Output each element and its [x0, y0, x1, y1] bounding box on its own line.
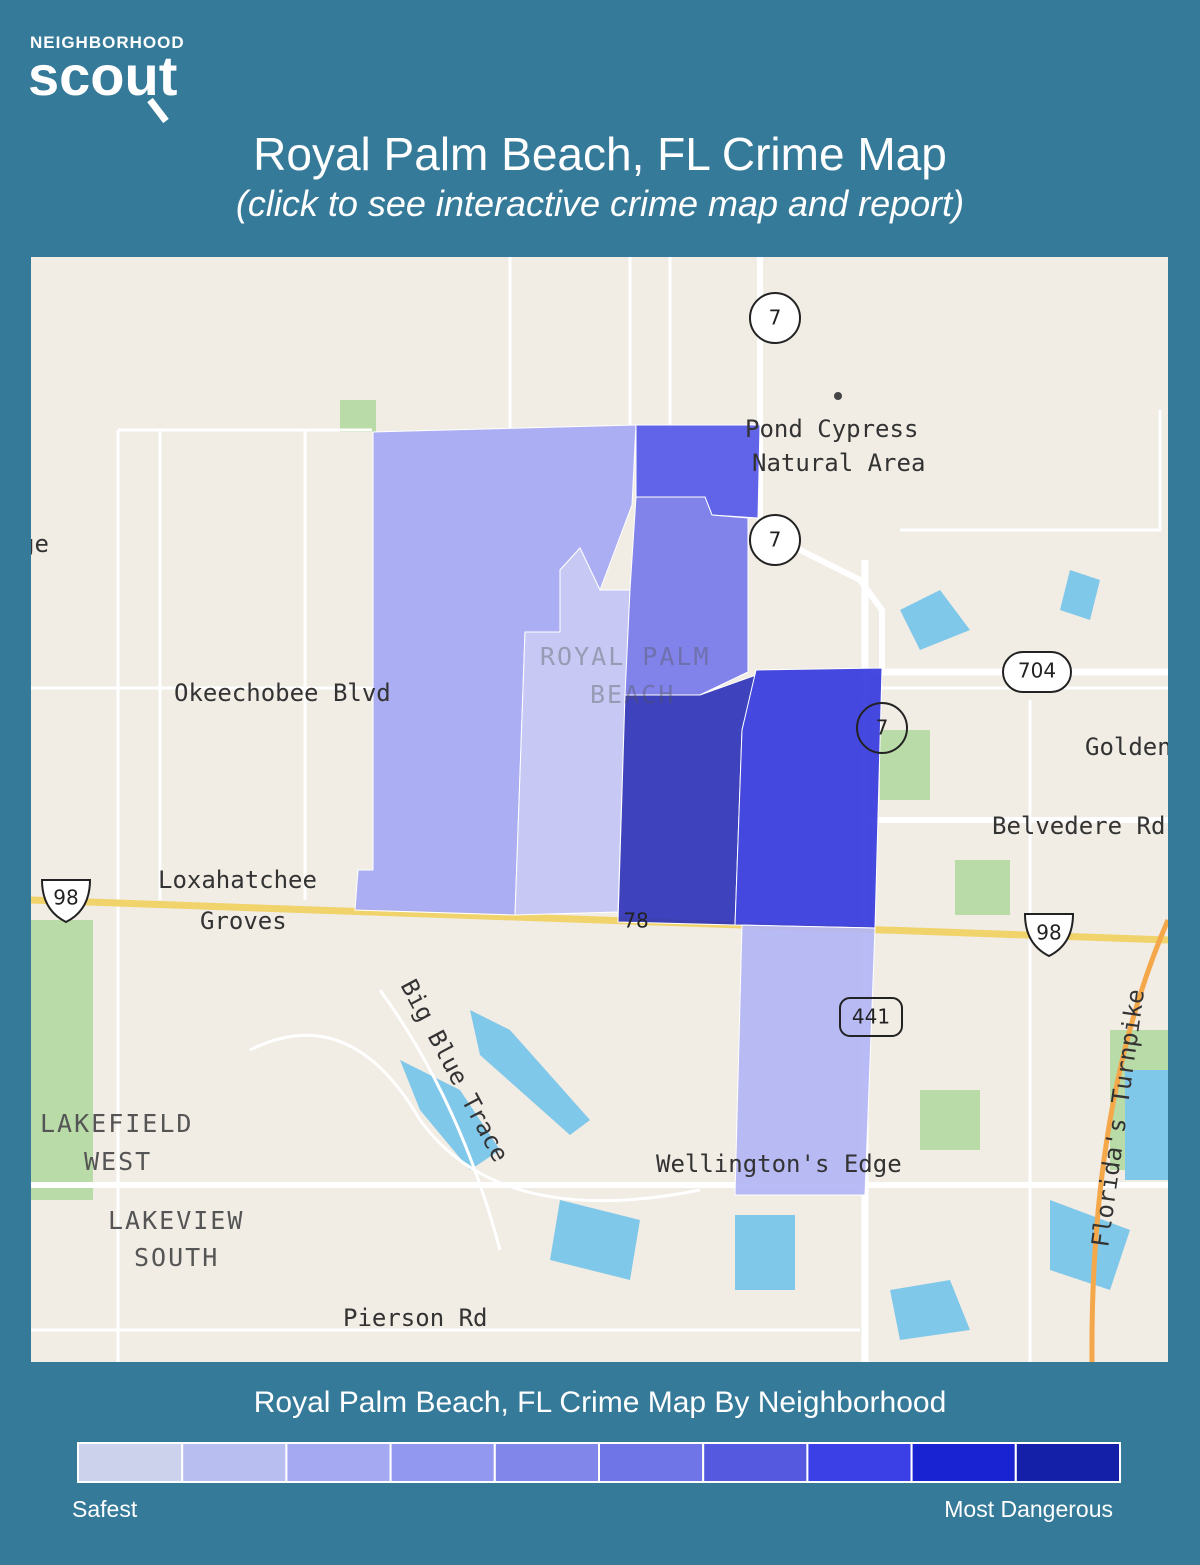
legend-swatch — [910, 1442, 1017, 1483]
place-label: ROYAL PALM — [540, 642, 711, 671]
route-shield: 98 — [1036, 921, 1061, 945]
legend-swatch — [181, 1442, 288, 1483]
legend-swatch — [389, 1442, 496, 1483]
route-shield: 78 — [623, 909, 648, 933]
route-shield: 441 — [852, 1005, 890, 1029]
legend-title: Royal Palm Beach, FL Crime Map By Neighb… — [254, 1386, 947, 1419]
legend-swatch — [598, 1442, 705, 1483]
neighborhood-area — [734, 924, 876, 1196]
route-shield: 7 — [876, 716, 889, 740]
legend-high-label: Most Dangerous — [944, 1496, 1113, 1522]
logo-magnifier — [147, 97, 169, 124]
route-shield: 7 — [769, 306, 782, 330]
neighborhoods — [354, 424, 883, 1196]
place-label: WEST — [84, 1147, 152, 1176]
route-shield: 7 — [769, 528, 782, 552]
route-shield: 704 — [1018, 659, 1056, 683]
brand-top: NEIGHBORHOOD — [30, 33, 185, 52]
parks — [31, 400, 1168, 1200]
place-label: LAKEFIELD — [40, 1109, 193, 1138]
place-label: Pierson Rd — [343, 1304, 488, 1332]
legend-swatch — [1014, 1442, 1121, 1483]
place-label: Golden — [1085, 733, 1172, 761]
place-label: Wellington's Edge — [656, 1150, 902, 1178]
place-label: BEACH — [590, 680, 675, 709]
legend-swatch — [806, 1442, 913, 1483]
poi-dot — [834, 392, 842, 400]
title: Royal Palm Beach, FL Crime Map — [253, 128, 947, 180]
place-label: Pond Cypress — [745, 415, 918, 443]
map[interactable]: 7 7 7 704 98 98 78 441 Pond Cypress Natu… — [20, 257, 1172, 1362]
legend-scale — [77, 1442, 1121, 1483]
neighborhood-area — [617, 674, 757, 926]
legend-swatch — [77, 1442, 184, 1483]
subtitle: (click to see interactive crime map and … — [236, 183, 964, 224]
route-shields: 7 7 7 704 98 98 78 441 — [40, 292, 1075, 1037]
legend-low-label: Safest — [72, 1496, 138, 1522]
place-label: ge — [20, 530, 49, 558]
neighborhood-area — [734, 667, 883, 929]
place-label: LAKEVIEW — [108, 1206, 244, 1235]
place-label: Natural Area — [752, 449, 925, 477]
legend-swatch — [702, 1442, 809, 1483]
legend-swatch — [493, 1442, 600, 1483]
neighborhood-area — [514, 547, 631, 916]
place-label: Loxahatchee — [158, 866, 317, 894]
neighborhood-area — [624, 496, 749, 696]
water — [400, 570, 1168, 1340]
place-labels: Pond Cypress Natural Area ge Okeechobee … — [20, 392, 1172, 1332]
route-shield: 98 — [53, 886, 78, 910]
place-label: Groves — [200, 907, 287, 935]
place-label: Belvedere Rd — [992, 812, 1165, 840]
brand: scout — [28, 44, 177, 107]
place-label: SOUTH — [134, 1243, 219, 1272]
place-label: Okeechobee Blvd — [174, 679, 391, 707]
legend-swatch — [285, 1442, 392, 1483]
